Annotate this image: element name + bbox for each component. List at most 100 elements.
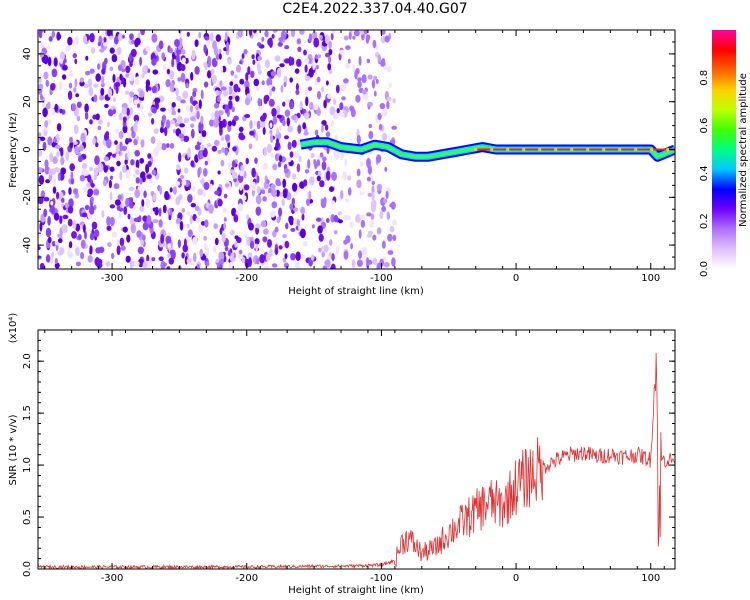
noise-blob (267, 239, 272, 248)
x-tick-label: 100 (641, 273, 660, 284)
noise-blob (111, 231, 118, 238)
noise-blob (151, 118, 155, 125)
noise-blob (263, 228, 269, 235)
noise-blob (366, 176, 371, 182)
noise-blob (44, 159, 49, 169)
noise-blob (67, 205, 74, 214)
noise-blob (194, 66, 200, 75)
noise-blob (118, 212, 123, 218)
noise-blob (50, 83, 56, 91)
noise-blob (316, 175, 321, 182)
noise-blob (89, 232, 95, 241)
noise-blob (139, 90, 145, 98)
noise-blob (93, 229, 100, 238)
noise-blob (386, 96, 392, 102)
noise-blob (315, 65, 319, 70)
noise-blob (99, 94, 105, 101)
noise-blob (80, 251, 85, 260)
x-tick-label: -100 (370, 273, 393, 284)
noise-blob (373, 75, 378, 80)
noise-blob (177, 108, 181, 113)
noise-blob (238, 249, 243, 255)
noise-blob (182, 244, 189, 253)
noise-blob (218, 48, 222, 54)
noise-blob (328, 40, 332, 50)
noise-blob (356, 259, 363, 268)
noise-blob (276, 67, 282, 78)
noise-blob (38, 136, 41, 145)
noise-blob (124, 90, 130, 95)
noise-blob (304, 169, 310, 174)
noise-blob (135, 159, 140, 170)
signal-peak (586, 147, 590, 152)
noise-blob (190, 128, 195, 139)
noise-blob (233, 80, 236, 85)
noise-blob (211, 145, 218, 152)
noise-blob (217, 149, 222, 154)
noise-blob (256, 257, 260, 265)
noise-blob (253, 78, 260, 87)
noise-blob (214, 237, 219, 246)
noise-blob (180, 64, 186, 72)
spectrogram-plot-area (38, 30, 675, 269)
noise-blob (133, 138, 138, 146)
noise-blob (49, 152, 54, 163)
noise-blob (316, 217, 322, 222)
noise-blob (205, 261, 210, 267)
noise-blob (284, 45, 290, 50)
noise-blob (61, 224, 68, 233)
noise-blob (256, 120, 261, 130)
noise-blob (168, 106, 172, 113)
noise-blob (119, 237, 125, 247)
noise-blob (101, 68, 106, 75)
noise-blob (129, 91, 135, 98)
noise-blob (84, 103, 89, 113)
noise-blob (255, 243, 259, 253)
noise-blob (371, 180, 375, 186)
noise-blob (117, 194, 122, 200)
y-tick-label: 0.5 (22, 509, 33, 525)
noise-blob (261, 80, 265, 86)
noise-blob (343, 239, 348, 245)
noise-blob (89, 249, 93, 255)
noise-blob (289, 100, 295, 110)
noise-blob (278, 125, 282, 131)
noise-blob (284, 58, 290, 64)
noise-blob (359, 30, 365, 35)
noise-blob (113, 36, 119, 45)
noise-blob (113, 183, 120, 190)
noise-blob (284, 253, 288, 259)
noise-blob (176, 95, 182, 101)
noise-blob (282, 257, 287, 263)
noise-blob (59, 51, 65, 61)
noise-blob (83, 169, 90, 176)
noise-blob (358, 56, 362, 66)
noise-blob (200, 89, 204, 100)
noise-blob (264, 30, 269, 38)
noise-blob (146, 254, 150, 263)
noise-blob (270, 71, 277, 77)
noise-blob (76, 101, 82, 109)
noise-blob (89, 119, 93, 125)
noise-blob (122, 34, 125, 39)
noise-blob (175, 181, 181, 186)
noise-blob (348, 31, 352, 40)
noise-blob (371, 191, 375, 201)
noise-blob (148, 178, 154, 184)
noise-blob (361, 74, 367, 84)
noise-blob (289, 203, 294, 210)
noise-blob (178, 32, 183, 38)
noise-blob (117, 64, 123, 71)
noise-blob (45, 45, 51, 50)
noise-blob (203, 235, 207, 241)
noise-blob (196, 264, 200, 269)
noise-blob (269, 89, 273, 97)
noise-blob (121, 68, 126, 73)
noise-blob (72, 53, 78, 59)
colorbar-tick-label: 0.2 (699, 213, 710, 229)
colorbar-ticks: 0.0 0.2 0.4 0.6 0.8 (699, 70, 710, 277)
noise-blob (204, 62, 208, 71)
noise-blob (236, 64, 241, 73)
noise-blob (381, 58, 386, 64)
noise-blob (266, 179, 270, 184)
